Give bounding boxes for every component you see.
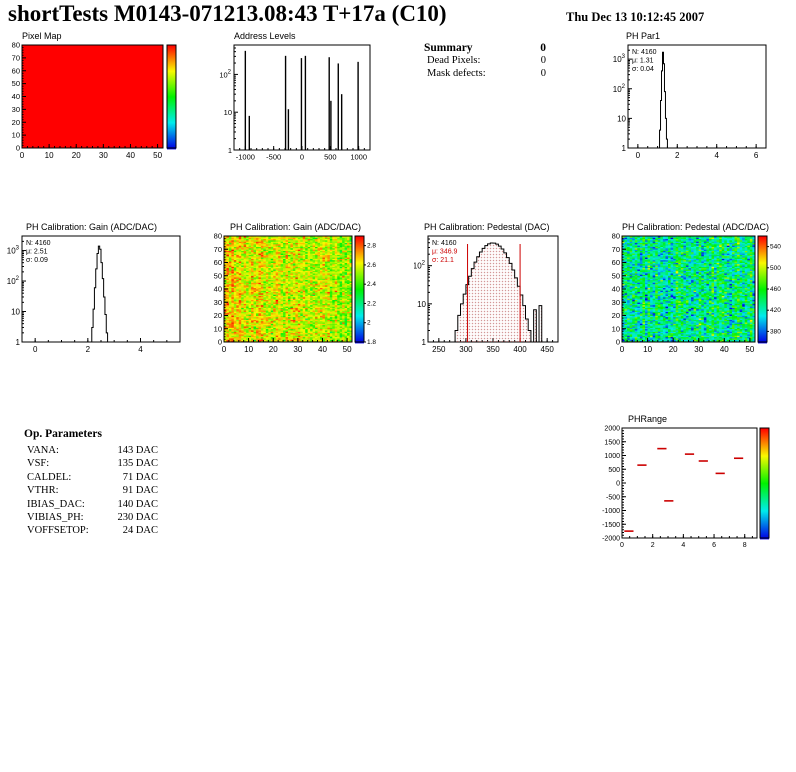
op-param-label: VANA: bbox=[27, 445, 59, 456]
summary-row-label: Mask defects: bbox=[427, 68, 486, 80]
op-param-label: VOFFSETOP: bbox=[27, 525, 89, 537]
op-param-label: VTHR: bbox=[27, 485, 59, 497]
summary-title: Summary bbox=[424, 42, 473, 54]
op-parameters-panel: Op. Parameters VANA: 143 DAC VSF: 135 DA… bbox=[24, 428, 158, 538]
summary-row-value: 0 bbox=[540, 55, 546, 66]
op-param-value: 71 DAC bbox=[122, 471, 158, 483]
op-param-row-ibias-dac: IBIAS_DAC: 140 DAC bbox=[24, 498, 158, 511]
gain-adc-dac-map-chart bbox=[208, 220, 376, 362]
ph-par1-chart bbox=[612, 28, 784, 170]
op-param-label: VIBIAS_PH: bbox=[27, 512, 84, 524]
op-param-label: VSF: bbox=[27, 458, 50, 470]
op-param-label: IBIAS_DAC: bbox=[27, 498, 85, 510]
op-param-row-vana: VANA: 143 DAC bbox=[24, 444, 158, 457]
summary-panel: Summary 0 Dead Pixels: 0 Mask defects: 0 bbox=[424, 42, 546, 81]
op-param-value: 143 DAC bbox=[117, 445, 158, 456]
op-param-label: CALDEL: bbox=[27, 471, 72, 483]
op-param-value: 230 DAC bbox=[117, 512, 158, 524]
pedestal-adc-dac-map-chart bbox=[606, 220, 796, 362]
timestamp: Thu Dec 13 10:12:45 2007 bbox=[566, 10, 705, 24]
op-param-value: 140 DAC bbox=[117, 498, 158, 510]
op-param-value: 24 DAC bbox=[122, 525, 158, 537]
pedestal-dac-hist-chart bbox=[414, 220, 570, 362]
summary-row-dead-pixels: Dead Pixels: 0 bbox=[424, 54, 546, 67]
summary-row-value: 0 bbox=[540, 68, 546, 80]
ph-range-chart bbox=[596, 410, 796, 552]
op-param-row-caldel: CALDEL: 71 DAC bbox=[24, 471, 158, 484]
op-param-value: 135 DAC bbox=[117, 458, 158, 470]
op-param-row-vsf: VSF: 135 DAC bbox=[24, 457, 158, 470]
op-param-value: 91 DAC bbox=[122, 485, 158, 497]
op-param-row-vibias-ph: VIBIAS_PH: 230 DAC bbox=[24, 511, 158, 524]
op-param-row-voffsetop: VOFFSETOP: 24 DAC bbox=[24, 524, 158, 537]
pixel-map-chart bbox=[8, 28, 194, 170]
op-param-row-vthr: VTHR: 91 DAC bbox=[24, 484, 158, 497]
summary-row-label: Dead Pixels: bbox=[427, 55, 481, 66]
gain-adc-dac-hist-chart bbox=[4, 220, 194, 362]
page-title: shortTests M0143-071213.08:43 T+17a (C10… bbox=[8, 1, 447, 26]
summary-row-mask-defects: Mask defects: 0 bbox=[424, 67, 546, 80]
summary-total-value: 0 bbox=[540, 42, 546, 54]
address-levels-chart bbox=[214, 28, 382, 170]
op-parameters-title: Op. Parameters bbox=[24, 428, 102, 440]
